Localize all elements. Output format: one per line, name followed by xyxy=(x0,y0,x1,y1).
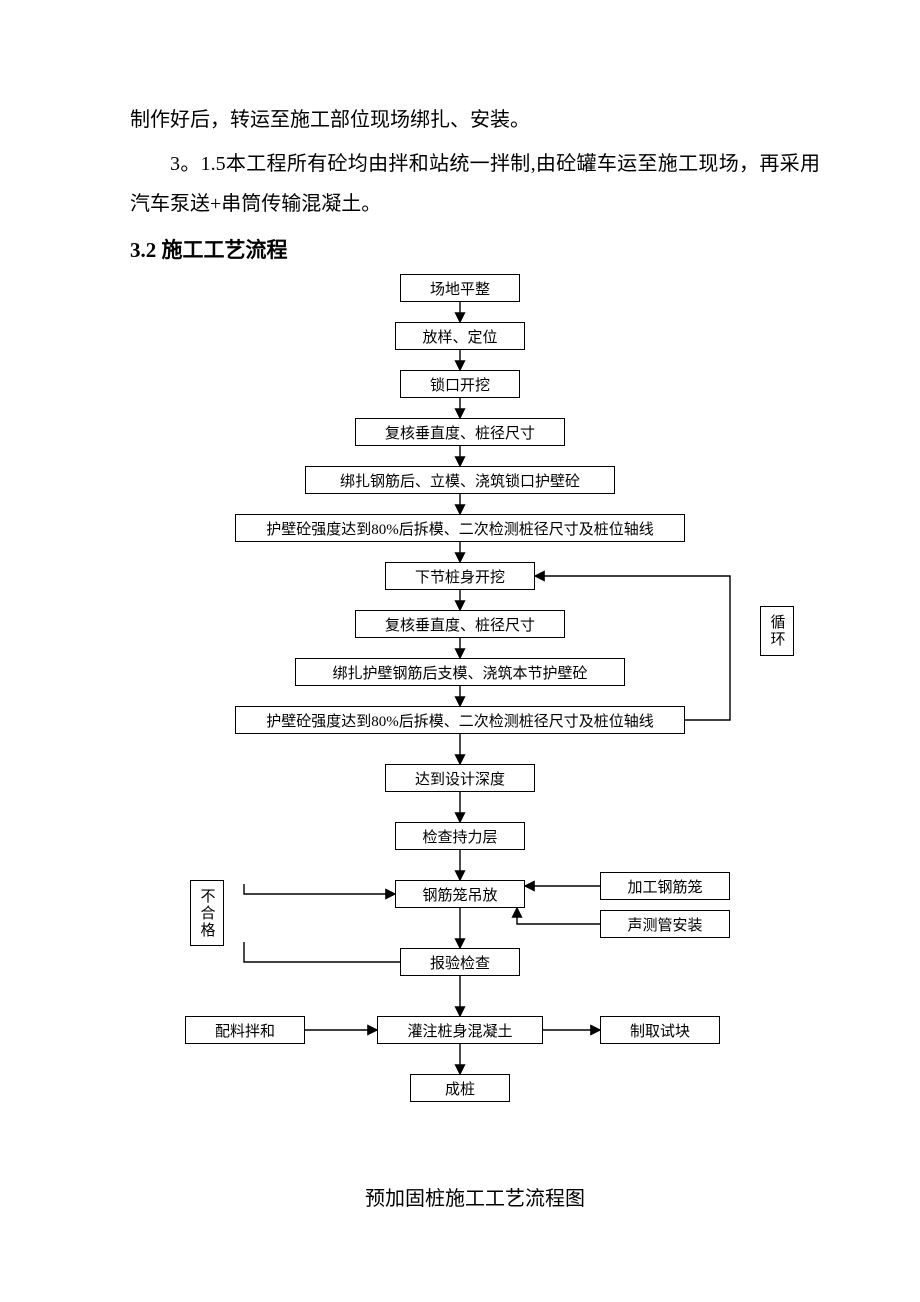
flow-node-side_loop: 循环 xyxy=(760,606,794,656)
flow-node-n11: 达到设计深度 xyxy=(385,764,535,792)
flowchart-caption: 预加固桩施工工艺流程图 xyxy=(130,1182,820,1211)
flow-node-out_block: 制取试块 xyxy=(600,1016,720,1044)
section-heading: 3.2 施工工艺流程 xyxy=(130,234,820,264)
flow-node-n9: 绑扎护壁钢筋后支模、浇筑本节护壁砼 xyxy=(295,658,625,686)
flow-node-n8: 复核垂直度、桩径尺寸 xyxy=(355,610,565,638)
flow-node-n5: 绑扎钢筋后、立模、浇筑锁口护壁砼 xyxy=(305,466,615,494)
flow-node-n13: 钢筋笼吊放 xyxy=(395,880,525,908)
flow-node-n10: 护壁砼强度达到80%后拆模、二次检测桩径尺寸及桩位轴线 xyxy=(235,706,685,734)
flow-node-n3: 锁口开挖 xyxy=(400,370,520,398)
flow-node-n2: 放样、定位 xyxy=(395,322,525,350)
paragraph-2: 3。1.5本工程所有砼均由拌和站统一拌制,由砼罐车运至施工现场，再采用汽车泵送+… xyxy=(130,144,820,224)
flowchart: 场地平整放样、定位锁口开挖复核垂直度、桩径尺寸绑扎钢筋后、立模、浇筑锁口护壁砼护… xyxy=(130,274,820,1174)
paragraph-1: 制作好后，转运至施工部位现场绑扎、安装。 xyxy=(130,100,820,140)
flow-node-in_pipe: 声测管安装 xyxy=(600,910,730,938)
page: 制作好后，转运至施工部位现场绑扎、安装。 3。1.5本工程所有砼均由拌和站统一拌… xyxy=(0,0,920,1302)
flow-node-in_cage: 加工钢筋笼 xyxy=(600,872,730,900)
flow-node-n15: 灌注桩身混凝土 xyxy=(377,1016,543,1044)
flow-node-in_mix: 配料拌和 xyxy=(185,1016,305,1044)
flow-node-n12: 检查持力层 xyxy=(395,822,525,850)
flow-node-n6: 护壁砼强度达到80%后拆模、二次检测桩径尺寸及桩位轴线 xyxy=(235,514,685,542)
flow-node-n4: 复核垂直度、桩径尺寸 xyxy=(355,418,565,446)
flow-node-n16: 成桩 xyxy=(410,1074,510,1102)
flow-node-n14: 报验检查 xyxy=(400,948,520,976)
flow-node-side_fail: 不合格 xyxy=(190,880,224,946)
flow-node-n1: 场地平整 xyxy=(400,274,520,302)
flow-node-n7: 下节桩身开挖 xyxy=(385,562,535,590)
